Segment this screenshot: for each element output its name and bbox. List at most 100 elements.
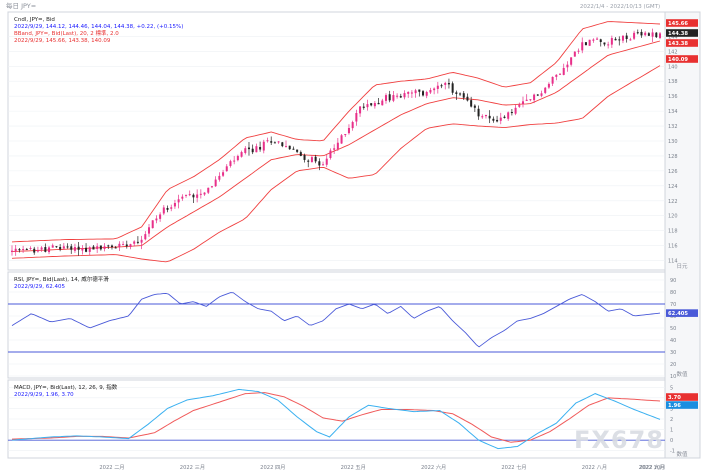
candle-body xyxy=(107,245,110,247)
price-legend-line: 2022/9/29, 145.66, 143.38, 140.09 xyxy=(14,38,111,44)
candle-body xyxy=(92,246,95,250)
candle-body xyxy=(229,161,232,166)
candle-body xyxy=(110,245,113,248)
candle-body xyxy=(333,148,336,150)
x-tick-label: 2022 九月 xyxy=(639,463,664,471)
macd-tag xyxy=(666,401,698,409)
candle-body xyxy=(596,38,599,40)
candle-body xyxy=(355,112,358,122)
rsi-line xyxy=(11,292,661,348)
macd-tag xyxy=(666,393,698,401)
candle-body xyxy=(625,35,628,40)
price-tick-label: 124 xyxy=(668,184,678,190)
candle-body xyxy=(384,95,388,101)
candle-body xyxy=(40,247,43,250)
candle-body xyxy=(262,141,265,151)
candle-body xyxy=(207,187,210,193)
candle-body xyxy=(347,127,350,134)
candle-body xyxy=(125,244,128,247)
candle-body xyxy=(96,246,99,250)
x-tick-label: 2022 八月 xyxy=(582,464,607,471)
x-tick-label: 2022 七月 xyxy=(501,463,526,471)
candle-body xyxy=(410,92,413,94)
candle-body xyxy=(122,244,125,246)
lower-bollinger-band xyxy=(11,65,661,263)
candle-body xyxy=(459,93,462,95)
x-tick-label: 2022 六月 xyxy=(421,463,446,471)
candle-body xyxy=(103,246,106,250)
candle-body xyxy=(59,246,62,250)
candle-body xyxy=(288,145,291,150)
rsi-tick-label: 50 xyxy=(670,326,676,332)
rsi-panel[interactable] xyxy=(7,271,666,379)
candle-body xyxy=(14,248,17,252)
x-tick-label: 2022 三月 xyxy=(180,464,205,471)
rsi-tick-label: 80 xyxy=(670,290,676,296)
candle-body xyxy=(433,88,436,91)
candle-body xyxy=(36,250,39,252)
candle-body xyxy=(481,116,484,118)
candle-body xyxy=(99,245,102,250)
candle-body xyxy=(218,175,221,180)
candle-body xyxy=(351,122,354,129)
rsi-tick-label: 40 xyxy=(670,338,676,344)
rsi-legend: RSI, JPY=, Bid(Last), 14, 威尔德平滑 2022/9/2… xyxy=(14,275,109,290)
candle-body xyxy=(366,104,369,108)
price-tag-label: 140.09 xyxy=(668,57,688,63)
macd-tick-label: 2 xyxy=(670,417,673,423)
rsi-axis-unit: 数值 xyxy=(676,370,688,378)
rsi-tag-label: 62.405 xyxy=(668,311,688,317)
candle-body xyxy=(210,186,213,188)
candle-body xyxy=(514,107,517,114)
price-tag-label: 143.38 xyxy=(668,41,688,47)
candle-body xyxy=(551,76,554,84)
candle-body xyxy=(577,50,580,52)
macd-axis-unit: 数值 xyxy=(676,450,688,458)
price-tick-label: 120 xyxy=(668,214,678,220)
rsi-tick-label: 90 xyxy=(670,278,676,284)
x-tick-label: 2022 四月 xyxy=(260,464,285,471)
price-tick-label: 118 xyxy=(668,229,678,235)
candle-body xyxy=(73,247,76,251)
price-tick-label: 114 xyxy=(668,259,678,265)
rsi-gridlines xyxy=(8,279,665,377)
candle-body xyxy=(618,39,621,41)
candle-body xyxy=(336,142,339,150)
watermark: FX678 xyxy=(574,426,664,454)
candle-body xyxy=(303,155,306,160)
candle-body xyxy=(658,33,662,38)
candle-body xyxy=(562,67,565,75)
candle-body xyxy=(377,102,380,105)
price-gridlines xyxy=(8,36,665,261)
rsi-tick-label: 10 xyxy=(670,374,676,380)
candle-body xyxy=(603,42,606,45)
candle-body xyxy=(66,246,69,248)
candle-body xyxy=(318,161,321,166)
candle-body xyxy=(381,100,384,106)
candle-body xyxy=(159,214,162,219)
candle-body xyxy=(18,249,21,251)
candle-body xyxy=(151,220,154,229)
price-tick-label: 126 xyxy=(668,169,678,175)
rsi-axis-ticks: 10 20 30 40 50 60 70 80 90 xyxy=(670,278,676,380)
price-tick-label: 144 xyxy=(668,34,678,40)
price-tag-label: 144.38 xyxy=(668,31,688,37)
candle-body xyxy=(566,64,569,68)
candle-body xyxy=(403,93,406,98)
macd-legend: MACD, JPY=, Bid(Last), 12, 26, 9, 指数 202… xyxy=(14,383,118,398)
candle-body xyxy=(147,227,151,234)
candle-body xyxy=(236,155,239,161)
candle-body xyxy=(425,92,428,96)
candle-body xyxy=(477,108,480,117)
price-legend-line: 2022/9/29, 144.12, 144.46, 144.04, 144.3… xyxy=(14,24,183,30)
candle-body xyxy=(51,245,54,248)
candle-body xyxy=(621,35,624,41)
candle-body xyxy=(373,103,376,107)
candle-body xyxy=(529,99,532,101)
candle-body xyxy=(244,148,247,153)
price-tag xyxy=(666,55,698,63)
macd-tag-label: 3.70 xyxy=(668,395,681,401)
candle-body xyxy=(185,194,188,196)
candle-body xyxy=(129,244,132,247)
